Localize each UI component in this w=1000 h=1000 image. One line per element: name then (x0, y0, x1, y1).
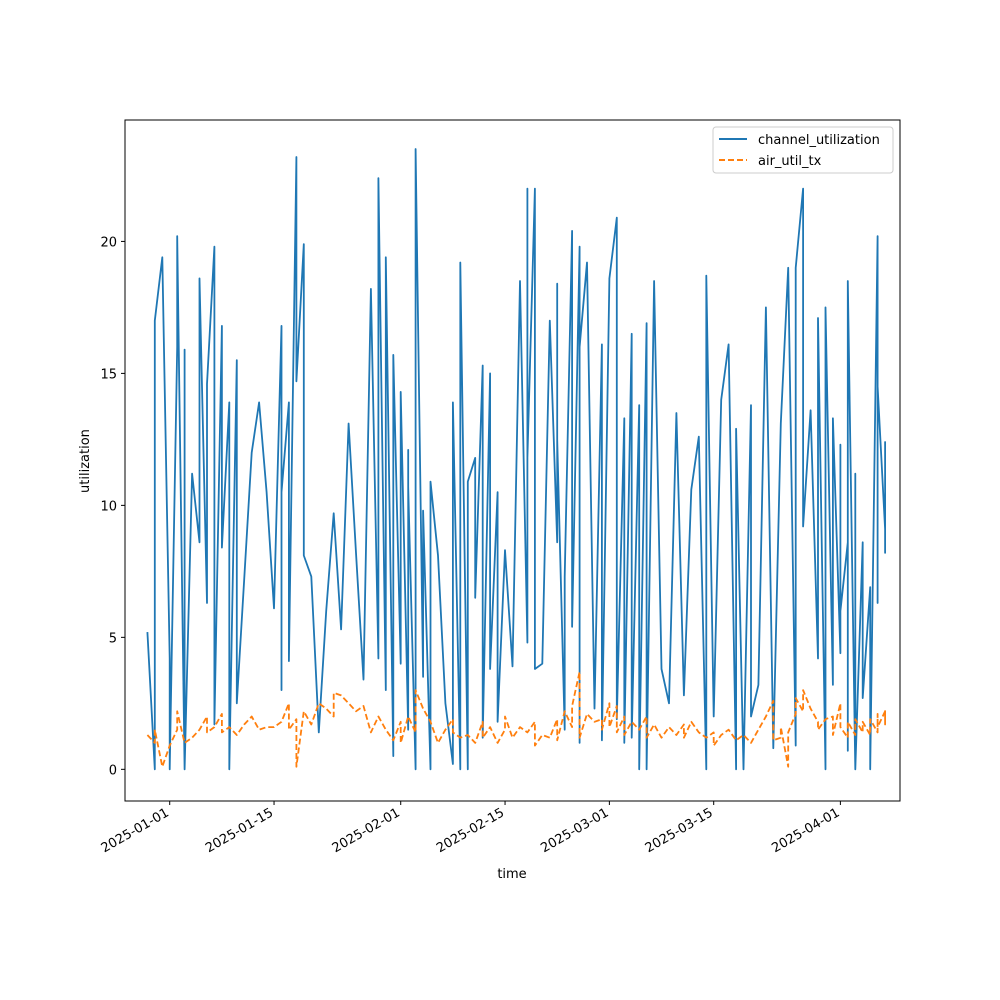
x-axis-label: time (497, 867, 526, 882)
series-line-channel-utilization (146, 148, 886, 771)
legend-label-air-util-tx: air_util_tx (758, 154, 822, 169)
legend: channel_utilization air_util_tx (712, 126, 894, 174)
y-tick-label: 5 (109, 631, 117, 646)
series-layer (146, 148, 886, 771)
legend-label-channel-utilization: channel_utilization (758, 133, 880, 148)
y-axis-label: utilization (78, 429, 93, 493)
y-tick-label: 10 (100, 499, 117, 514)
y-tick-label: 20 (100, 235, 117, 250)
y-tick-label: 15 (100, 367, 117, 382)
y-axis: 0 5 10 15 20 (100, 235, 125, 778)
legend-box (712, 126, 894, 174)
plot-frame (124, 119, 901, 802)
y-tick-label: 0 (109, 763, 117, 778)
series-line-air-util-tx (146, 670, 886, 768)
